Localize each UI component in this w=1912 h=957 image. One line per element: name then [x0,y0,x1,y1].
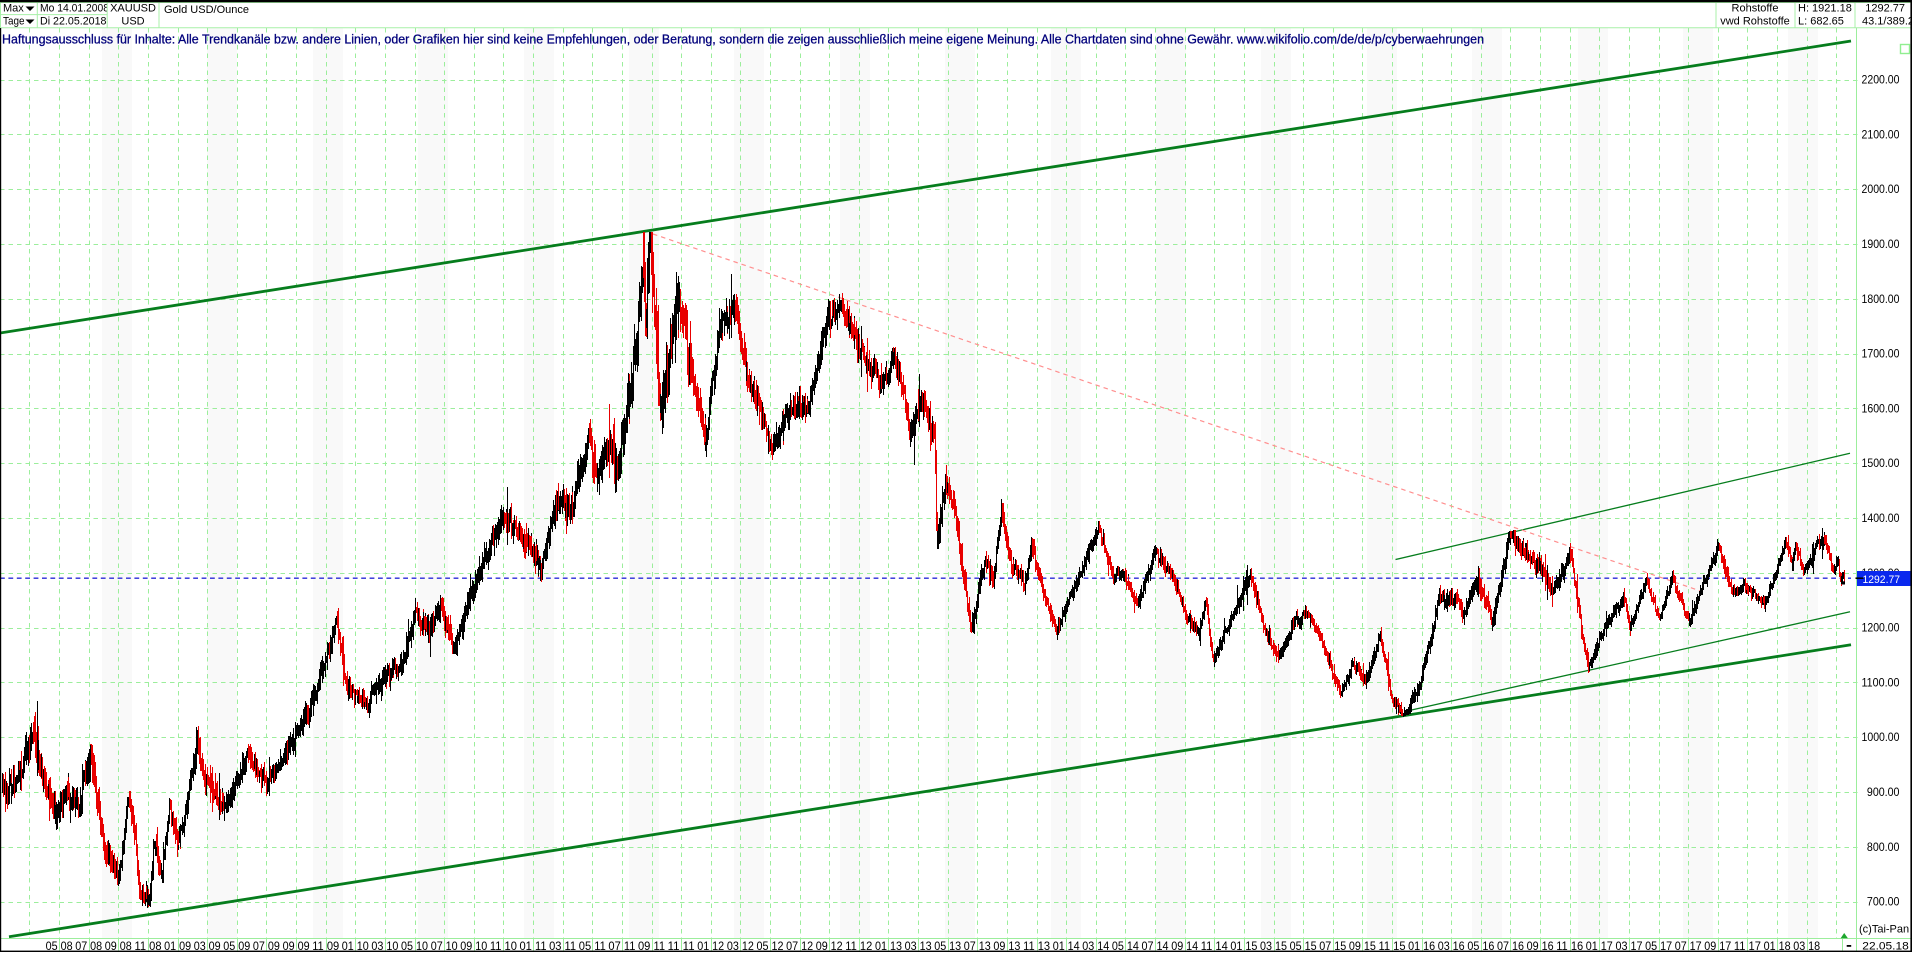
svg-text:2200.00: 2200.00 [1862,73,1900,87]
svg-text:03 16: 03 16 [1438,939,1465,952]
svg-text:11 08: 11 08 [135,939,162,952]
svg-text:1600.00: 1600.00 [1862,401,1900,415]
svg-text:XAUUSD: XAUUSD [110,3,156,15]
svg-text:07 12: 07 12 [786,939,813,952]
svg-text:07 17: 07 17 [1675,939,1702,952]
svg-text:07 09: 07 09 [253,939,280,952]
svg-text:07 14: 07 14 [1142,939,1169,952]
svg-text:09 09: 09 09 [283,939,310,952]
svg-text:05 17: 05 17 [1645,939,1672,952]
svg-text:Di 22.05.2018: Di 22.05.2018 [40,16,107,28]
svg-text:2100.00: 2100.00 [1862,127,1900,141]
svg-text:11 09: 11 09 [312,939,339,952]
svg-text:01 13: 01 13 [875,939,902,952]
svg-text:L: 682.65: L: 682.65 [1798,16,1844,28]
svg-text:05 12: 05 12 [757,939,784,952]
svg-text:05 14: 05 14 [1112,939,1139,952]
svg-text:05 13: 05 13 [934,939,961,952]
svg-text:03 15: 03 15 [1260,939,1287,952]
svg-text:11 16: 11 16 [1556,939,1583,952]
svg-text:09 16: 09 16 [1527,939,1554,952]
svg-text:900.00: 900.00 [1867,785,1900,799]
svg-text:05 16: 05 16 [1467,939,1494,952]
svg-text:700.00: 700.00 [1867,895,1900,909]
svg-text:1700.00: 1700.00 [1862,347,1900,361]
svg-text:11 10: 11 10 [490,939,517,952]
svg-text:03 11: 03 11 [549,939,576,952]
svg-text:11 17: 11 17 [1734,939,1761,952]
svg-text:01 14: 01 14 [1053,939,1080,952]
svg-text:05 15: 05 15 [1290,939,1317,952]
svg-text:03 17: 03 17 [1616,939,1643,952]
svg-text:07 13: 07 13 [964,939,991,952]
svg-text:01 11: 01 11 [520,939,547,952]
svg-text:01 18: 01 18 [1764,939,1791,952]
svg-text:Haftungsausschluss für Inhalte: Haftungsausschluss für Inhalte: Alle Tre… [2,32,1484,47]
svg-text:1200.00: 1200.00 [1862,621,1900,635]
svg-text:1800.00: 1800.00 [1862,292,1900,306]
svg-text:2000.00: 2000.00 [1862,182,1900,196]
svg-text:07 10: 07 10 [431,939,458,952]
svg-text:1100.00: 1100.00 [1862,675,1900,689]
svg-text:09 12: 09 12 [816,939,843,952]
svg-text:01 10: 01 10 [342,939,369,952]
svg-text:11 15: 11 15 [1379,939,1406,952]
svg-text:03 13: 03 13 [905,939,932,952]
svg-text:vwd Rohstoffe: vwd Rohstoffe [1720,16,1790,28]
svg-text:03 10: 03 10 [371,939,398,952]
svg-text:Max: Max [3,3,24,15]
svg-text:03 09: 03 09 [194,939,221,952]
svg-text:1900.00: 1900.00 [1862,237,1900,251]
svg-text:09 14: 09 14 [1171,939,1198,952]
svg-text:USD: USD [121,16,144,28]
svg-text:03 18: 03 18 [1793,939,1820,952]
svg-text:11 13: 11 13 [1023,939,1050,952]
svg-text:800.00: 800.00 [1867,840,1900,854]
svg-text:07 15: 07 15 [1319,939,1346,952]
svg-text:22.05.18: 22.05.18 [1862,940,1909,952]
svg-text:Rohstoffe: Rohstoffe [1732,3,1779,15]
svg-text:1000.00: 1000.00 [1862,730,1900,744]
svg-text:1292.77: 1292.77 [1863,574,1901,586]
svg-text:09 15: 09 15 [1349,939,1376,952]
svg-text:01 17: 01 17 [1586,939,1613,952]
svg-text:07 11: 07 11 [608,939,635,952]
svg-text:43.1/389.2: 43.1/389.2 [1862,16,1912,28]
svg-text:05 08: 05 08 [46,939,73,952]
svg-text:1400.00: 1400.00 [1862,511,1900,525]
svg-text:(c)Tai-Pan: (c)Tai-Pan [1859,924,1909,936]
svg-text:03 12: 03 12 [727,939,754,952]
svg-text:11 14: 11 14 [1201,939,1228,952]
svg-text:Mo 14.01.2008: Mo 14.01.2008 [40,3,109,15]
svg-text:01 15: 01 15 [1230,939,1257,952]
svg-text:01 16: 01 16 [1408,939,1435,952]
svg-text:11 12: 11 12 [845,939,872,952]
svg-text:11 11: 11 11 [668,939,695,952]
svg-text:03 14: 03 14 [1082,939,1109,952]
svg-text:05 11: 05 11 [579,939,606,952]
svg-text:09 08: 09 08 [105,939,132,952]
svg-text:07 16: 07 16 [1497,939,1524,952]
svg-text:05 10: 05 10 [401,939,428,952]
svg-text:1500.00: 1500.00 [1862,456,1900,470]
svg-text:09 13: 09 13 [993,939,1020,952]
svg-text:H: 1921.18: H: 1921.18 [1798,3,1852,15]
svg-text:07 08: 07 08 [75,939,102,952]
svg-text:01 09: 01 09 [164,939,191,952]
svg-text:09 17: 09 17 [1704,939,1731,952]
svg-text:1292.77: 1292.77 [1865,3,1905,15]
svg-text:Gold USD/Ounce: Gold USD/Ounce [164,4,249,16]
svg-text:Tage: Tage [3,16,25,28]
svg-text:01 12: 01 12 [697,939,724,952]
svg-text:09 11: 09 11 [638,939,665,952]
svg-text:09 10: 09 10 [460,939,487,952]
svg-text:05 09: 05 09 [223,939,250,952]
